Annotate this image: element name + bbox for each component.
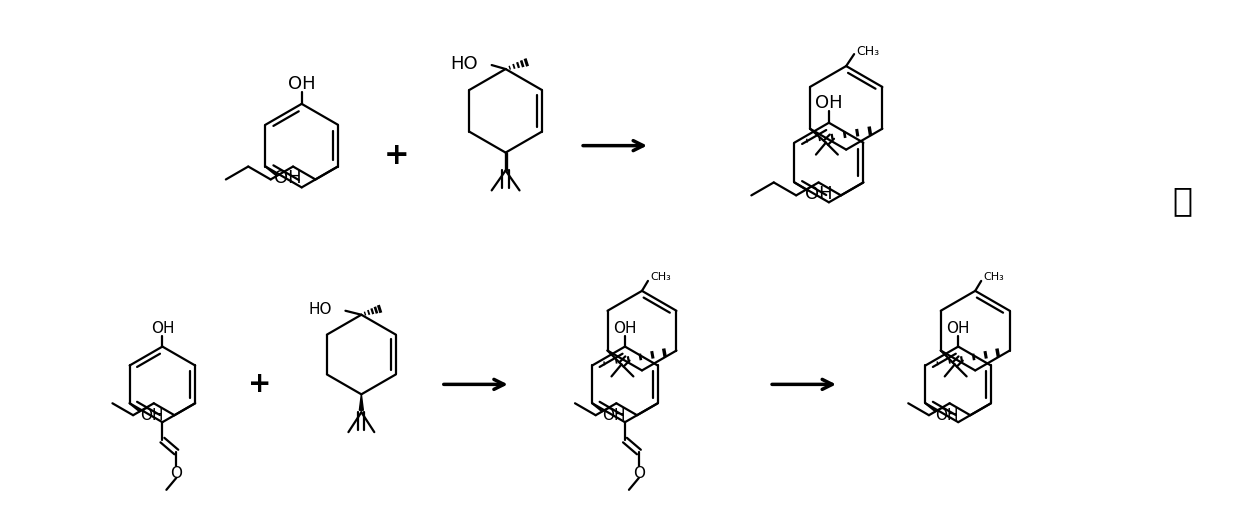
Text: CH₃: CH₃ bbox=[856, 45, 879, 58]
Text: O: O bbox=[170, 466, 182, 482]
Text: OH: OH bbox=[140, 408, 164, 423]
Text: OH: OH bbox=[150, 321, 174, 336]
Text: OH: OH bbox=[288, 75, 315, 93]
Text: O: O bbox=[632, 466, 645, 482]
Text: OH: OH bbox=[815, 94, 843, 112]
Text: OH: OH bbox=[946, 321, 970, 336]
Polygon shape bbox=[360, 395, 363, 410]
Text: HO: HO bbox=[450, 55, 477, 73]
Text: 或: 或 bbox=[1172, 184, 1192, 217]
Text: CH₃: CH₃ bbox=[983, 272, 1004, 282]
Text: +: + bbox=[248, 371, 272, 398]
Text: HO: HO bbox=[308, 302, 331, 317]
Text: OH: OH bbox=[936, 408, 959, 423]
Text: OH: OH bbox=[614, 321, 636, 336]
Text: CH₃: CH₃ bbox=[650, 272, 671, 282]
Text: +: + bbox=[383, 141, 409, 170]
Text: OH: OH bbox=[806, 185, 833, 203]
Text: OH: OH bbox=[274, 169, 301, 187]
Text: OH: OH bbox=[603, 408, 626, 423]
